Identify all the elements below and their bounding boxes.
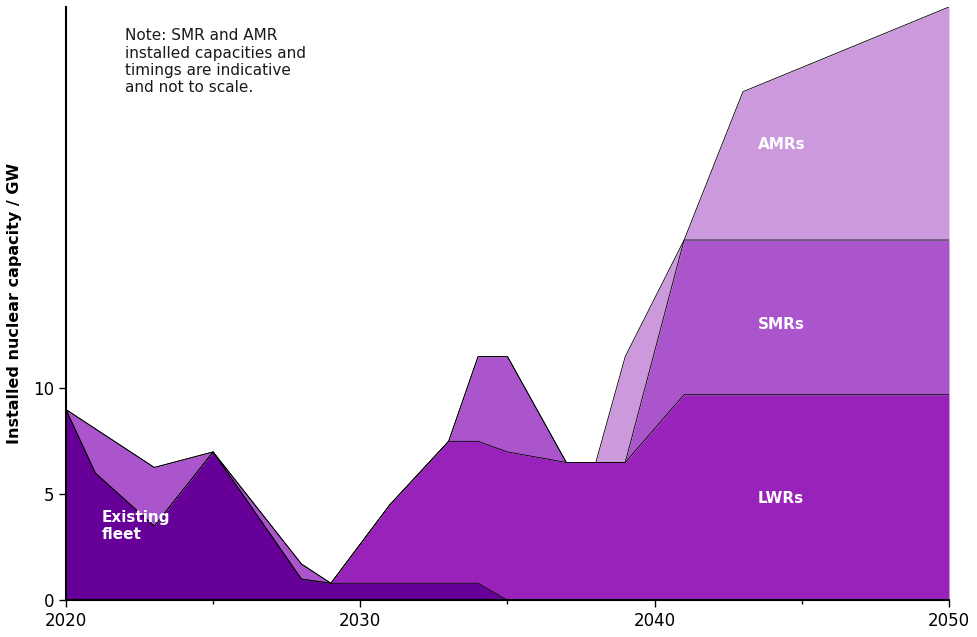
Text: Note: SMR and AMR
installed capacities and
timings are indicative
and not to sca: Note: SMR and AMR installed capacities a… — [125, 28, 306, 96]
Text: SMRs: SMRs — [758, 317, 804, 333]
Y-axis label: Installed nuclear capacity / GW: Installed nuclear capacity / GW — [7, 163, 21, 444]
Text: Existing
fleet: Existing fleet — [102, 510, 170, 542]
Text: AMRs: AMRs — [758, 137, 805, 152]
Text: LWRs: LWRs — [758, 491, 804, 506]
